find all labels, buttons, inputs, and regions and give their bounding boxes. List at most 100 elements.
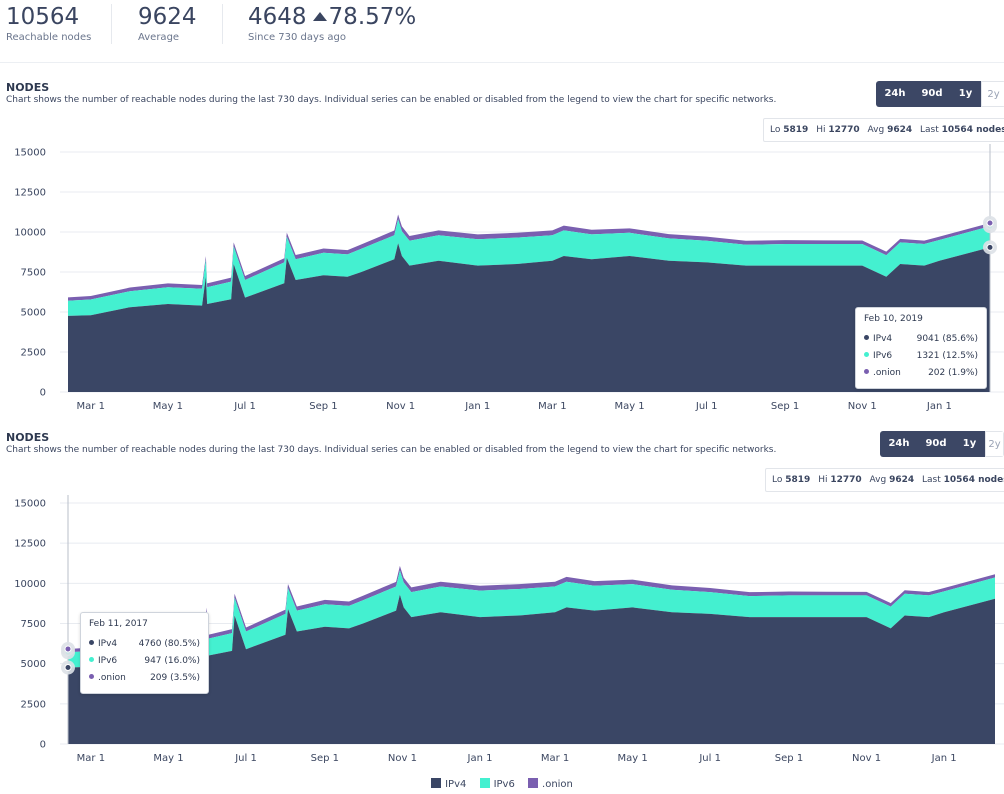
stat-value: 10564 <box>6 4 80 30</box>
legend-item-onion[interactable]: .onion <box>528 778 573 790</box>
range-selector: 24h 90d 1y 2y <box>876 81 1004 107</box>
range-2y-button[interactable]: 2y <box>985 431 1004 457</box>
tooltip-series-value: 202 (1.9%) <box>928 368 978 378</box>
x-tick-label: Nov 1 <box>386 401 415 412</box>
x-tick-label: Jul 1 <box>233 401 256 412</box>
range-90d-button[interactable]: 90d <box>914 81 950 107</box>
x-tick-label: Mar 1 <box>77 401 105 412</box>
hover-marker <box>64 645 72 653</box>
x-tick-label: Nov 1 <box>848 401 877 412</box>
avg-value: 9624 <box>887 125 913 135</box>
tooltip-series-value: 209 (3.5%) <box>150 673 200 683</box>
last-value: 10564 nodes <box>941 125 1004 135</box>
section-description: Chart shows the number of reachable node… <box>6 95 777 105</box>
range-2y-button[interactable]: 2y <box>981 81 1004 107</box>
y-tick-label: 2500 <box>21 348 46 359</box>
y-tick-label: 12500 <box>14 188 46 199</box>
y-tick-label: 0 <box>40 388 46 399</box>
hi-value: 12770 <box>830 475 862 485</box>
hi-label: Hi <box>818 475 828 485</box>
legend-label: .onion <box>542 779 573 790</box>
nodes-chart[interactable]: 0 2500 5000 7500 10000 12500 15000 Mar 1 May 1 Ju… <box>0 140 1004 420</box>
x-tick-label: May 1 <box>153 401 183 412</box>
avg-label: Avg <box>869 475 887 485</box>
range-90d-button[interactable]: 90d <box>918 431 954 457</box>
tooltip-series-name: IPv6 <box>98 656 118 666</box>
area-series-ipv6[interactable] <box>68 570 995 668</box>
ipv4-dot-icon <box>89 640 94 645</box>
legend-label: IPv6 <box>493 779 515 790</box>
x-tick-label: Jul 1 <box>695 401 718 412</box>
tooltip-series-value: 1321 (12.5%) <box>916 351 978 361</box>
stat-label: Since 730 days ago <box>248 32 346 43</box>
x-tick-label: Nov 1 <box>852 753 881 764</box>
tooltip-series-value: 4760 (80.5%) <box>138 639 200 649</box>
avg-label: Avg <box>867 125 885 135</box>
onion-dot-icon <box>864 369 869 374</box>
y-tick-label: 7500 <box>21 268 46 279</box>
last-label: Last <box>920 125 939 135</box>
stat-value: 4648 <box>248 4 307 30</box>
y-tick-label: 5000 <box>21 308 46 319</box>
range-1y-button[interactable]: 1y <box>950 81 981 107</box>
onion-dot-icon <box>89 674 94 679</box>
legend-item-ipv6[interactable]: IPv6 <box>479 778 515 790</box>
y-tick-label: 15000 <box>14 148 46 159</box>
ipv4-dot-icon <box>864 335 869 340</box>
range-1y-button[interactable]: 1y <box>954 431 985 457</box>
tooltip-series-value: 947 (16.0%) <box>144 656 200 666</box>
stat-change: 4648 78.57% Since 730 days ago <box>248 2 416 44</box>
stat-reachable-nodes: 10564 Reachable nodes <box>6 2 91 44</box>
legend-label: IPv4 <box>445 779 467 790</box>
area-series-ipv6[interactable] <box>68 219 990 316</box>
arrow-up-icon <box>312 12 327 21</box>
range-24h-button[interactable]: 24h <box>880 431 918 457</box>
tooltip-series-name: IPv6 <box>873 351 893 361</box>
x-tick-label: Jul 1 <box>234 753 257 764</box>
tooltip-series-name: .onion <box>98 673 126 683</box>
range-24h-button[interactable]: 24h <box>876 81 914 107</box>
legend-item-ipv4[interactable]: IPv4 <box>431 778 466 790</box>
ipv6-swatch-icon <box>479 778 490 788</box>
x-tick-label: Jan 1 <box>931 753 957 764</box>
y-tick-label: 15000 <box>14 499 46 510</box>
section-title: NODES <box>6 81 50 94</box>
lo-value: 5819 <box>785 475 811 485</box>
x-tick-label: Nov 1 <box>388 753 417 764</box>
chart-legend: IPv4 IPv6 .onion <box>0 778 1004 790</box>
ipv4-swatch-icon <box>431 778 442 788</box>
hi-value: 12770 <box>828 125 860 135</box>
tooltip-series-name: .onion <box>873 368 901 378</box>
x-tick-label: Mar 1 <box>541 753 569 764</box>
tooltip-series-name: IPv4 <box>98 639 118 649</box>
nodes-chart[interactable]: 0 2500 5000 7500 10000 12500 15000 Mar 1 May 1 Ju… <box>0 490 1004 772</box>
stat-divider <box>222 4 223 44</box>
x-tick-label: Jul 1 <box>698 753 721 764</box>
avg-value: 9624 <box>889 475 915 485</box>
lo-label: Lo <box>770 125 781 135</box>
x-tick-label: Sep 1 <box>311 753 339 764</box>
area-series-ipv4[interactable] <box>68 243 990 392</box>
x-tick-label: May 1 <box>153 753 183 764</box>
tooltip-series-value: 9041 (85.6%) <box>916 334 978 344</box>
hover-marker <box>64 664 72 672</box>
tooltip-row-ipv6: IPv6 947 (16.0%) <box>89 654 200 668</box>
area-series-ipv4[interactable] <box>68 594 995 744</box>
ipv6-dot-icon <box>864 352 869 357</box>
tooltip-row-ipv4: IPv4 9041 (85.6%) <box>864 332 978 346</box>
stat-label: Average <box>138 32 180 43</box>
y-tick-label: 0 <box>40 740 46 751</box>
section-description: Chart shows the number of reachable node… <box>6 445 777 455</box>
lo-label: Lo <box>772 475 783 485</box>
tooltip-row-ipv4: IPv4 4760 (80.5%) <box>89 637 200 651</box>
last-label: Last <box>922 475 941 485</box>
tooltip-date: Feb 10, 2019 <box>864 314 923 324</box>
y-tick-label: 2500 <box>21 699 46 710</box>
tooltip-row-onion: .onion 202 (1.9%) <box>864 366 978 380</box>
x-tick-label: Mar 1 <box>77 753 105 764</box>
chart-tooltip: Feb 11, 2017 IPv4 4760 (80.5%) IPv6 947 … <box>80 612 209 694</box>
range-selector: 24h 90d 1y 2y <box>880 431 1004 457</box>
stat-divider <box>111 4 112 44</box>
y-tick-label: 7500 <box>21 619 46 630</box>
x-tick-label: Jan 1 <box>464 401 490 412</box>
